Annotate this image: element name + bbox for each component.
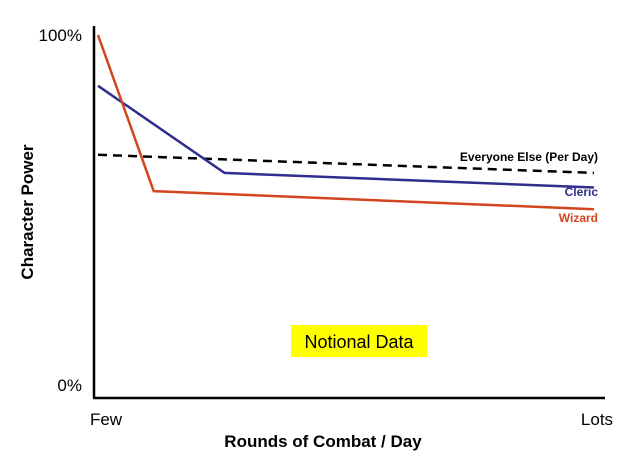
y-tick-bottom: 0% [57,376,82,395]
y-tick-top: 100% [39,26,82,45]
wizard-label: Wizard [559,211,598,225]
x-tick-right: Lots [581,410,613,429]
series-layer [96,34,594,211]
everyone-else-label: Everyone Else (Per Day) [460,150,598,164]
notional-data-label: Notional Data [304,332,414,352]
series-line-everyone-else-per-day [97,153,594,175]
x-axis-title: Rounds of Combat / Day [224,432,422,451]
y-axis-title: Character Power [18,144,37,279]
series-line-wizard [96,34,594,211]
cleric-label: Cleric [565,185,599,199]
x-tick-left: Few [90,410,123,429]
series-line-cleric [97,84,594,189]
notional-data-box [291,325,427,357]
